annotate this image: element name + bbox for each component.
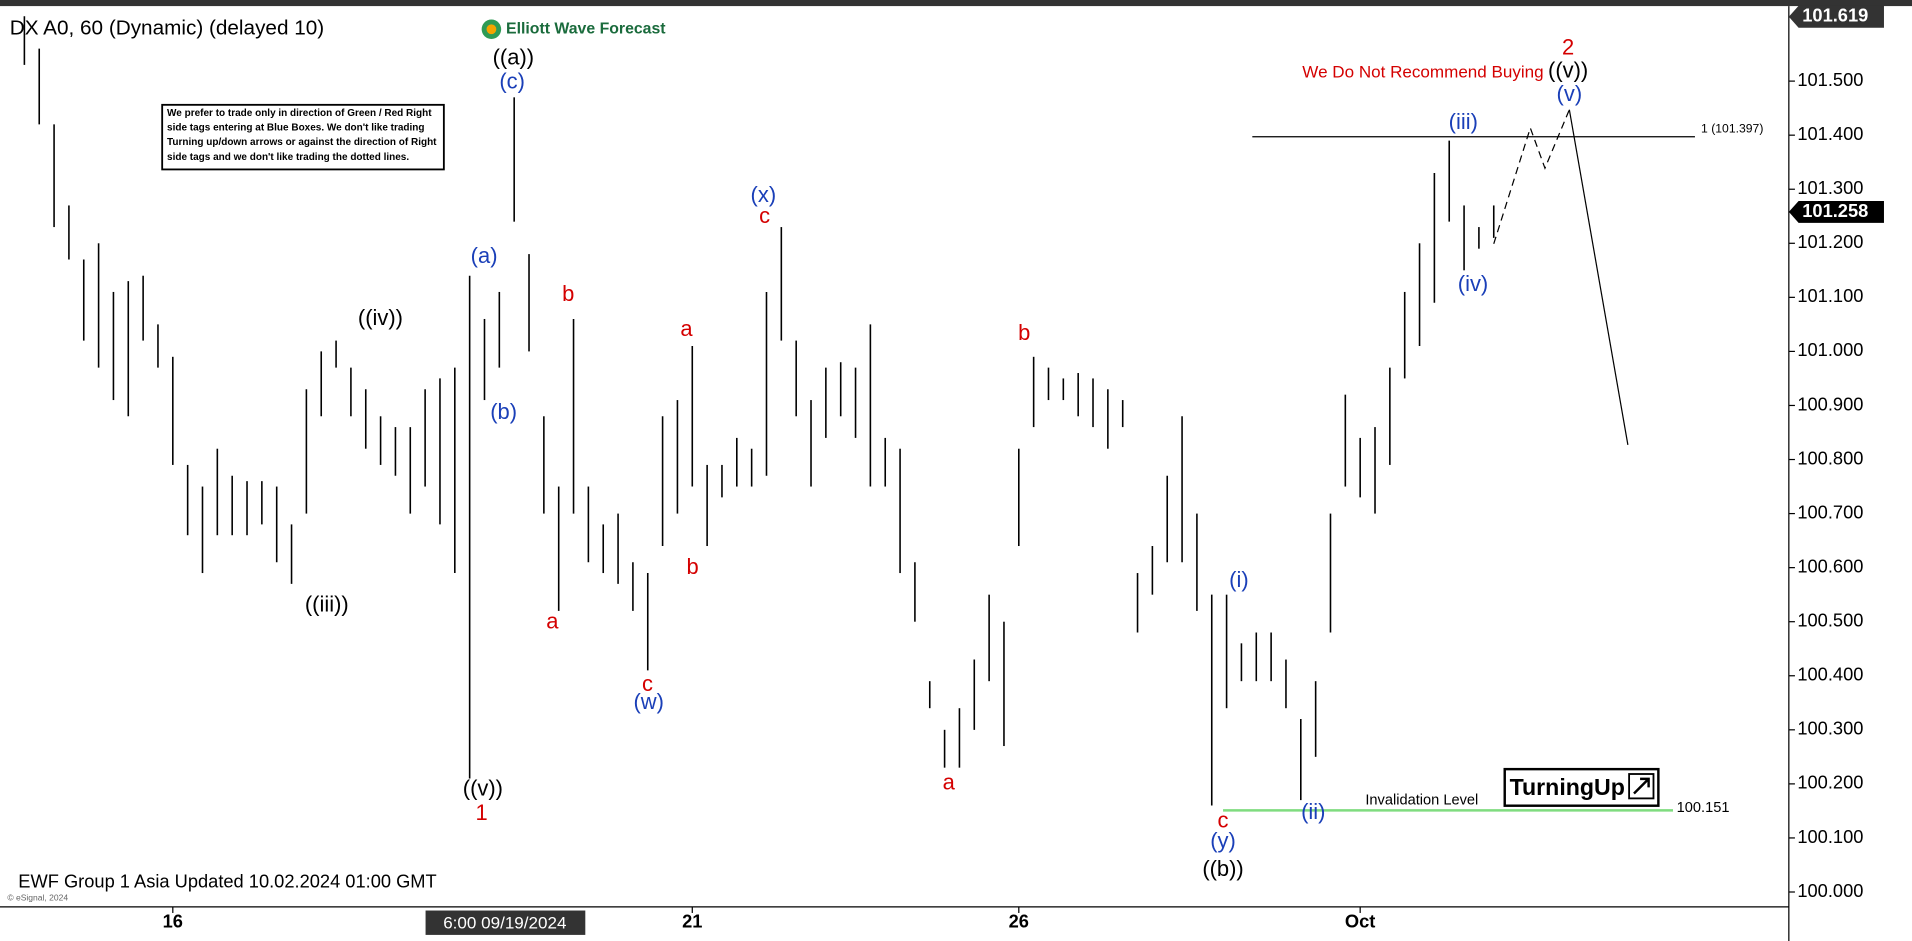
wave-label: (x) [751, 182, 777, 207]
wave-label: ((v)) [1548, 58, 1588, 83]
wave-label: 1 [476, 800, 488, 825]
wave-label: c [759, 203, 770, 228]
level-label: 1 (101.397) [1701, 122, 1763, 136]
crosshair-label-box [425, 910, 586, 935]
wave-label: ((iii)) [305, 592, 349, 617]
projection-line [1568, 109, 1629, 446]
note-line: side tags and we don't like trading the … [167, 152, 409, 163]
wave-label: 2 [1562, 35, 1574, 60]
crosshair-label: 6:00 09/19/2024 [443, 913, 566, 932]
wave-label: (c) [499, 69, 525, 94]
logo-text: Elliott Wave Forecast [506, 20, 666, 37]
wave-label: a [680, 316, 693, 341]
wave-label: ((v)) [463, 776, 503, 801]
badge-box [1503, 767, 1660, 807]
y-tick-label: 100.900 [1797, 393, 1863, 414]
footer: EWF Group 1 Asia Updated 10.02.2024 01:0… [18, 870, 436, 891]
wave-label: b [687, 554, 699, 579]
wave-label: b [562, 281, 574, 306]
logo: Elliott Wave Forecast [481, 19, 666, 40]
y-tick-label: 100.800 [1797, 447, 1863, 468]
warning-text: We Do Not Recommend Buying [1302, 63, 1543, 82]
projection-dashed [1493, 109, 1570, 244]
chart-title: DX A0, 60 (Dynamic) (delayed 10) [10, 17, 324, 40]
y-tick-label: 100.500 [1797, 610, 1863, 631]
wave-label: b [1018, 320, 1030, 345]
y-tick-label: 100.400 [1797, 664, 1863, 685]
y-tick-label: 101.100 [1797, 285, 1863, 306]
wave-label: a [546, 609, 559, 634]
y-tick-label: 101.400 [1797, 123, 1863, 144]
wave-label: ((iv)) [358, 305, 403, 330]
wave-label: (a) [471, 243, 498, 268]
note-line: We prefer to trade only in direction of … [167, 108, 432, 119]
y-tick-label: 101.500 [1797, 69, 1863, 90]
y-tick-label: 100.300 [1797, 718, 1863, 739]
y-tick-label: 100.700 [1797, 501, 1863, 522]
top-border [0, 0, 1912, 7]
note-box [161, 103, 445, 171]
badge-icon-frame [1628, 773, 1655, 800]
copyright: © eSignal, 2024 [7, 893, 68, 903]
wave-label: c [642, 671, 653, 696]
x-tick-label: Oct [1345, 911, 1375, 932]
level-value: 100.151 [1677, 800, 1730, 816]
x-tick-label: 21 [682, 911, 702, 932]
x-tick-label: 26 [1009, 911, 1029, 932]
note-line: side tags entering at Blue Boxes. We don… [167, 123, 424, 134]
y-tick-label: 101.300 [1797, 177, 1863, 198]
y-tick-label: 100.600 [1797, 555, 1863, 576]
wave-label: (w) [633, 689, 663, 714]
price-tag-box [1788, 5, 1884, 28]
wave-label: (b) [490, 399, 517, 424]
wave-label: (ii) [1301, 799, 1325, 824]
wave-label: (iv) [1458, 271, 1488, 296]
y-tick-label: 101.000 [1797, 339, 1863, 360]
y-tick-label: 100.200 [1797, 772, 1863, 793]
wave-label: ((a)) [493, 44, 534, 69]
x-tick-label: 16 [163, 911, 183, 932]
badge-arrow [1633, 777, 1650, 795]
y-tick-label: 100.000 [1797, 880, 1863, 901]
wave-label: (iii) [1449, 109, 1478, 134]
logo-icon-center [486, 24, 497, 35]
wave-label: (i) [1229, 567, 1249, 592]
price-tag: 101.619 [1802, 5, 1868, 26]
wave-label: c [1218, 807, 1229, 832]
price-tag-box [1788, 200, 1884, 223]
wave-label: a [943, 770, 956, 795]
price-tag: 101.258 [1802, 200, 1868, 221]
y-tick-label: 101.200 [1797, 231, 1863, 252]
badge-text: TurningUp [1510, 774, 1625, 800]
wave-label: (y) [1210, 828, 1236, 853]
wave-label: (v) [1557, 81, 1583, 106]
y-tick-label: 100.100 [1797, 826, 1863, 847]
note-line: Turning up/down arrows or against the di… [167, 137, 437, 148]
wave-label: ((b)) [1202, 856, 1243, 881]
badge: TurningUp [1503, 767, 1660, 807]
level-label: Invalidation Level [1365, 792, 1478, 808]
